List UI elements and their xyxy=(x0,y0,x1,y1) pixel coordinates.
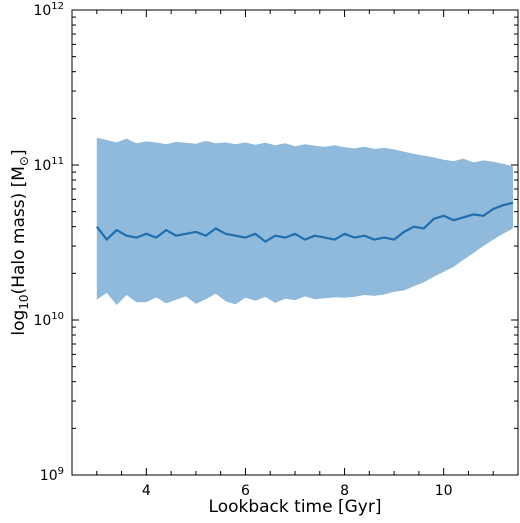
y-tick-label: 1012 xyxy=(33,1,64,19)
y-tick-label: 1011 xyxy=(33,156,64,174)
x-axis: 4 6 8 10 xyxy=(71,10,519,499)
y-tick-label: 1010 xyxy=(33,311,64,329)
scatter-band xyxy=(96,137,514,305)
x-tick-label: 10 xyxy=(435,483,453,499)
x-tick-label: 6 xyxy=(241,483,250,499)
median-line xyxy=(95,201,514,243)
x-tick-label: 4 xyxy=(142,483,151,499)
plot-area xyxy=(95,137,514,305)
y-tick-label: 109 xyxy=(40,466,64,484)
y-axis: 109 1010 1011 1012 xyxy=(33,1,518,484)
y-axis-title: log10(Halo mass) [M⊙] xyxy=(9,149,31,335)
x-tick-label: 8 xyxy=(340,483,349,499)
x-axis-title: Lookback time [Gyr] xyxy=(209,497,382,517)
